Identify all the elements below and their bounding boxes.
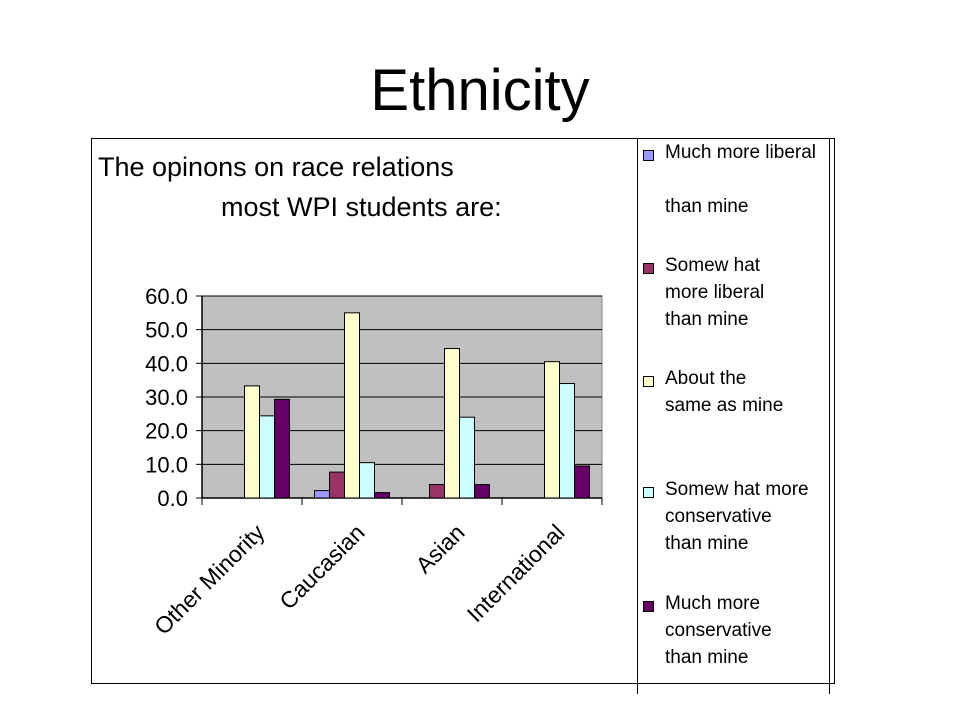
bar-international-much-more-conservative-than-mine bbox=[574, 465, 590, 499]
bar-asian-much-more-conservative-than-mine bbox=[474, 484, 490, 499]
chart-title-line-2: most WPI students are: bbox=[221, 192, 502, 222]
chart-title-line-1: The opinons on race relations bbox=[98, 152, 454, 182]
y-tick-label: 0.0 bbox=[157, 486, 188, 511]
legend-label-much-more-liberal: Much more liberal than mine bbox=[665, 142, 816, 217]
bar-asian-somew-hat-more-liberal-than-mine bbox=[429, 484, 445, 499]
bar-other-minority-much-more-conservative-than-mine bbox=[274, 398, 290, 499]
legend-divider bbox=[637, 138, 638, 694]
legend-swatch-somewhat-more-liberal bbox=[643, 263, 654, 274]
legend-label-somewhat-more-conservative: Somew hat more conservative than mine bbox=[665, 479, 809, 554]
bar-other-minority-about-the-same-as-mine bbox=[244, 385, 260, 499]
bar-asian-about-the-same-as-mine bbox=[444, 348, 460, 499]
bar-other-minority-somew-hat-more-conservative-than-mine bbox=[259, 415, 275, 499]
legend-label-much-more-conservative: Much more conservative than mine bbox=[665, 593, 772, 668]
x-tick-label-caucasian: Caucasian bbox=[274, 519, 369, 614]
x-tick-label-other-minority: Other Minority bbox=[149, 519, 270, 640]
bar-caucasian-much-more-conservative-than-mine bbox=[374, 492, 390, 499]
y-tick-label: 20.0 bbox=[145, 419, 188, 444]
bar-international-somew-hat-more-conservative-than-mine bbox=[559, 383, 575, 499]
legend-swatch-much-more-liberal bbox=[643, 150, 654, 161]
slide-title: Ethnicity bbox=[370, 58, 590, 123]
bar-caucasian-much-more-liberal-than-mine bbox=[314, 490, 330, 499]
y-tick-label: 30.0 bbox=[145, 385, 188, 410]
bar-caucasian-somew-hat-more-conservative-than-mine bbox=[359, 462, 375, 499]
legend-label-about-the-same: About the same as mine bbox=[665, 368, 784, 416]
chart-title: The opinons on race relations most WPI s… bbox=[98, 147, 568, 227]
legend-swatch-much-more-conservative bbox=[643, 601, 654, 612]
bar-asian-somew-hat-more-conservative-than-mine bbox=[459, 416, 475, 499]
legend-label-somewhat-more-liberal: Somew hat more liberal than mine bbox=[665, 255, 765, 330]
bar-caucasian-somew-hat-more-liberal-than-mine bbox=[329, 471, 345, 499]
x-tick-label-asian: Asian bbox=[410, 519, 469, 578]
legend-right-edge bbox=[829, 138, 830, 694]
x-tick-label-international: International bbox=[462, 519, 570, 627]
chart-frame bbox=[91, 138, 835, 684]
y-tick-label: 10.0 bbox=[145, 452, 188, 477]
legend-swatch-somewhat-more-conservative bbox=[643, 487, 654, 498]
y-tick-label: 40.0 bbox=[145, 351, 188, 376]
legend-swatch-about-the-same bbox=[643, 376, 654, 387]
bar-international-about-the-same-as-mine bbox=[544, 361, 560, 499]
y-tick-label: 60.0 bbox=[145, 284, 188, 309]
y-tick-label: 50.0 bbox=[145, 318, 188, 343]
bar-caucasian-about-the-same-as-mine bbox=[344, 312, 360, 499]
